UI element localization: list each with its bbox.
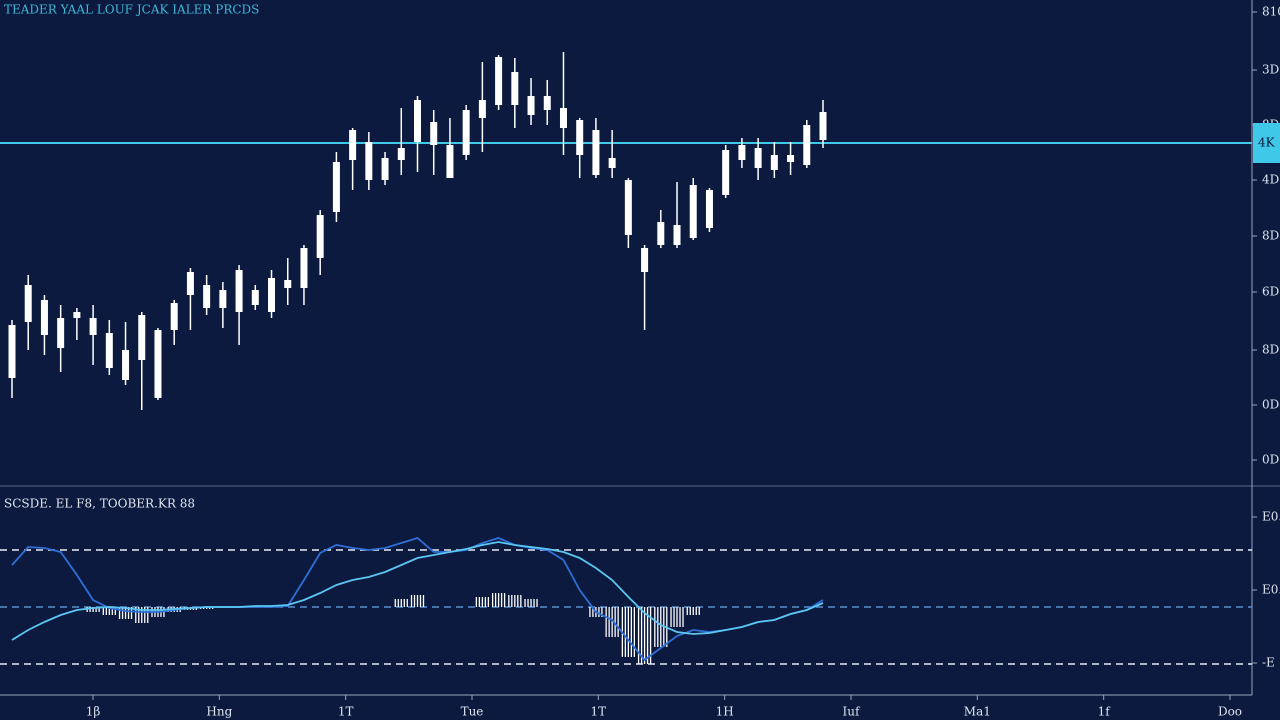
x-tick-label: Doo [1218,705,1242,719]
candle-body [397,148,405,160]
candle-body [89,318,97,335]
indicator-line [11,541,824,641]
candle-body [738,145,746,160]
candle-body [576,120,584,155]
candle-body [462,110,470,155]
x-tick-label: Tue [461,705,484,719]
y-tick-label: 810 [1262,5,1280,19]
candle-body [40,300,48,335]
candle-body [803,125,811,165]
candle-body [105,333,113,368]
candle-body [527,96,535,115]
candle-body [186,272,194,295]
x-tick-label: 1T [338,705,354,719]
candle-body [414,100,421,142]
candle-body [819,112,827,140]
candle-body [300,248,308,288]
candle-body [543,96,551,110]
candle-body [770,155,778,170]
candle-body [349,130,357,160]
y-tick-label: 8D [1262,343,1279,357]
candle-body [608,158,616,168]
y-tick-label: 6D [1262,285,1279,299]
candle-body [365,142,373,180]
candle-body [251,290,259,305]
candle-body [73,312,81,318]
x-tick-label: Iuf [843,705,861,719]
candle-body [787,155,795,162]
candle-body [754,148,762,168]
y-tick-label: E0. [1262,583,1280,597]
candle-body [332,162,340,212]
candle-body [673,225,681,245]
candle-body [170,303,178,330]
x-tick-label: 1H [716,705,734,719]
candle-body [268,278,276,312]
x-tick-label: Hng [206,705,232,719]
candle-body [559,108,567,128]
candle-body [316,215,324,258]
y-tick-label: E0. [1262,510,1280,524]
candle-body [722,150,730,195]
candle-body [24,285,32,322]
candle-body [122,350,130,380]
y-tick-label: 3D0 [1262,63,1280,77]
x-tick-label: 1f [1098,705,1112,719]
x-tick-label: Ma1 [964,705,991,719]
candle-body [641,248,649,272]
candle-body [219,290,227,308]
indicator-title: SCSDE. EL F8, TOOBER.KR 88 [4,497,195,511]
candle-body [478,100,486,118]
y-tick-label: 8D0 [1262,229,1280,243]
candle-body [446,145,454,178]
candle-body [495,57,503,105]
y-tick-label: -E [1262,656,1275,670]
candle-body [657,222,665,245]
chart-title: TEADER YAAL LOUF JCAK IALER PRCDS [4,3,259,17]
price-marker-label: 4K [1258,136,1276,150]
candle-body [705,190,713,228]
candle-body [138,315,146,360]
candle-body [592,130,600,175]
candle-body [430,122,438,145]
candle-body [284,280,292,288]
x-tick-label: 1β [86,705,101,719]
candle-body [689,185,697,238]
candle-body [381,158,389,180]
candle-body [8,325,16,378]
candle-body [235,270,243,312]
candle-body [57,318,65,348]
y-tick-label: 0D0 [1262,398,1280,412]
y-tick-label: 4D [1262,173,1279,187]
price-marker [1253,123,1280,163]
indicator-line [11,536,824,662]
candle-body [154,330,162,398]
y-tick-label: 0D0 [1262,453,1280,467]
candle-body [624,180,632,235]
candle-body [203,285,211,308]
x-tick-label: 1T [591,705,607,719]
candle-body [511,72,519,105]
